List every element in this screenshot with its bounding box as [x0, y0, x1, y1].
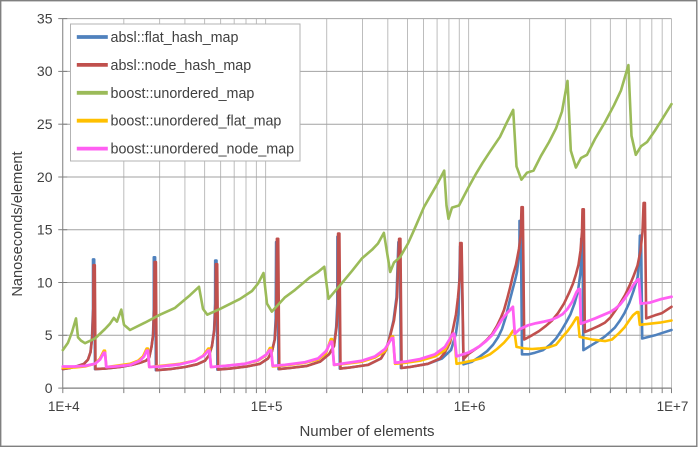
svg-text:boost::unordered_node_map: boost::unordered_node_map	[111, 142, 295, 158]
svg-text:boost::unordered_flat_map: boost::unordered_flat_map	[111, 114, 282, 130]
svg-text:1E+4: 1E+4	[48, 399, 80, 414]
svg-text:absl::node_hash_map: absl::node_hash_map	[111, 58, 252, 74]
svg-text:boost::unordered_map: boost::unordered_map	[111, 86, 255, 102]
svg-text:Nanoseconds/element: Nanoseconds/element	[10, 151, 26, 296]
svg-text:30: 30	[37, 63, 53, 79]
svg-text:Number of elements: Number of elements	[299, 423, 434, 440]
svg-text:5: 5	[45, 327, 53, 343]
svg-text:20: 20	[37, 169, 53, 185]
svg-text:25: 25	[37, 116, 53, 132]
svg-text:35: 35	[37, 10, 53, 26]
svg-text:10: 10	[37, 274, 53, 290]
svg-text:15: 15	[37, 222, 53, 238]
svg-text:0: 0	[45, 380, 53, 396]
svg-text:1E+7: 1E+7	[657, 399, 689, 414]
svg-text:1E+6: 1E+6	[454, 399, 486, 414]
svg-text:absl::flat_hash_map: absl::flat_hash_map	[111, 30, 239, 46]
svg-text:1E+5: 1E+5	[251, 399, 283, 414]
